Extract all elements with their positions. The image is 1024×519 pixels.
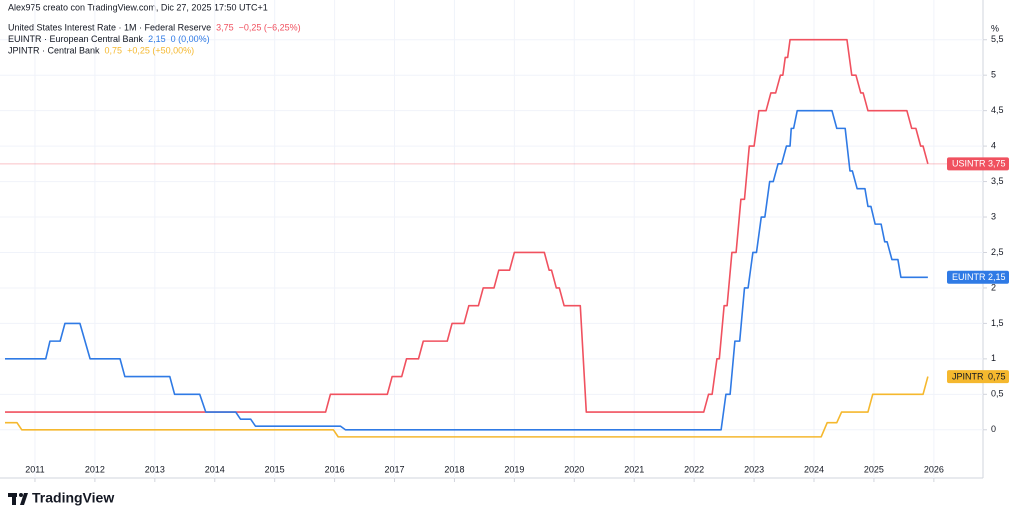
legend-last-value: 3,75 [216,22,234,32]
x-tick-label: 2021 [624,464,644,474]
price-tag-value: 3,75 [988,159,1006,169]
x-tick-label: 2018 [444,464,464,474]
x-tick-label: 2022 [684,464,704,474]
y-tick-label: 5 [991,70,996,80]
price-tag-bg [947,270,1009,284]
price-tag-value: 2,15 [988,272,1006,282]
price-tag-name: JPINTR [952,371,984,381]
data-line [5,109,928,431]
brand-logo [8,493,28,505]
legend-description: JPINTR · Central Bank [8,45,100,55]
y-tick-label: 0,5 [991,389,1004,399]
logo-shape [12,493,16,505]
price-tag-bg [947,370,1009,384]
data-line [5,376,929,438]
brand-text: TradingView [32,490,114,506]
y-tick-label: 0 [991,424,996,434]
chart-header: Alex975 creato con TradingView.com, Dic … [8,2,268,12]
grid [0,0,983,478]
x-tick-label: 2019 [504,464,524,474]
y-tick-label: 4 [991,140,996,150]
legend-change: +0,25 (+50,00%) [127,45,194,55]
x-tick-label: 2025 [864,464,884,474]
legend-last-value: 0,75 [105,45,123,55]
y-tick-label: 4,5 [991,105,1004,115]
x-tick-label: 2014 [205,464,225,474]
x-tick-label: 2016 [325,464,345,474]
price-tag-name: EUINTR [952,272,986,282]
y-tick-label: 2,5 [991,247,1004,257]
legend-last-value: 2,15 [148,34,166,44]
price-tag-name: USINTR [952,159,986,169]
y-tick-label: 1,5 [991,318,1004,328]
x-tick-label: 2012 [85,464,105,474]
y-tick-label: 1 [991,353,996,363]
legend-change: 0 (0,00%) [171,34,210,44]
legend-description: EUINTR · European Central Bank [8,34,144,44]
data-line [5,38,929,413]
logo-shape [20,493,28,505]
legend-change: −0,25 (−6,25%) [239,22,301,32]
x-tick-label: 2013 [145,464,165,474]
x-tick-label: 2026 [924,464,944,474]
x-tick-label: 2017 [385,464,405,474]
x-tick-label: 2023 [744,464,764,474]
x-tick-label: 2020 [564,464,584,474]
y-axis-unit: % [991,23,999,33]
y-tick-label: 2 [991,282,996,292]
y-tick-label: 5,5 [991,34,1004,44]
y-tick-label: 3 [991,211,996,221]
x-tick-label: 2011 [25,464,44,474]
price-tag: JPINTR 0,75 [947,370,1009,384]
price-tag-value: 0,75 [988,371,1006,381]
y-tick-label: 3,5 [991,176,1004,186]
price-tag: EUINTR 2,15 [947,270,1009,284]
legend-description: United States Interest Rate · 1M · Feder… [8,22,211,32]
logo-shape [19,493,23,497]
price-tag-bg [947,157,1009,171]
price-tag: USINTR 3,75 [947,157,1009,171]
x-tick-label: 2015 [265,464,285,474]
x-tick-label: 2024 [804,464,824,474]
